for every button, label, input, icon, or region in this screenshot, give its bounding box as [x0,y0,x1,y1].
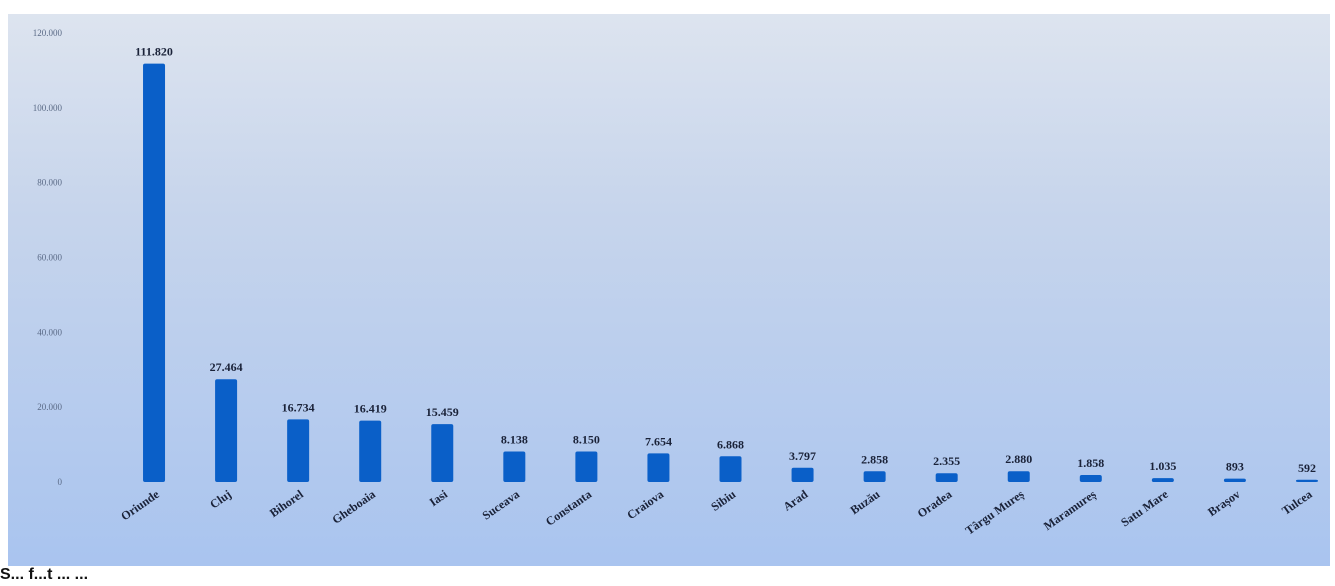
bar [719,456,742,482]
bar-value-label: 3.797 [789,449,816,463]
bar-value-label: 2.880 [1005,452,1032,466]
bar [143,63,166,482]
value-labels: 111.820 27.464 16.734 16.419 15.459 8.138 8.15… [135,45,1316,475]
bar [647,453,670,482]
bar-value-label: 8.138 [501,433,528,447]
bar-value-label: 111.820 [135,45,173,59]
bar-value-label: 1.858 [1077,456,1104,470]
bar [1295,479,1318,482]
bar-value-label: 16.419 [354,402,387,416]
bar [431,424,454,482]
bar-value-label: 6.868 [717,437,744,451]
bars [143,63,1318,482]
bar [1151,478,1174,482]
bar [503,451,526,482]
caption: S... f...t ... ... [0,566,89,583]
y-tick-label: 80.000 [37,178,62,188]
bar [215,379,238,482]
bar-value-label: 592 [1298,461,1316,475]
bar-value-label: 15.459 [426,405,459,419]
bar-value-label: 893 [1226,460,1244,474]
y-tick-label: 100.000 [33,103,63,113]
bar-value-label: 1.035 [1149,459,1176,473]
bar-chart-svg: 020.00040.00060.00080.000100.000120.000 … [8,14,1330,566]
y-tick-label: 60.000 [37,253,62,263]
bar-value-label: 8.150 [573,433,600,447]
bar-value-label: 16.734 [282,400,315,414]
bar [287,419,310,482]
bar [1007,471,1030,482]
bar-value-label: 27.464 [210,360,243,374]
bar [575,451,598,482]
bar [359,420,382,482]
y-tick-label: 120.000 [33,28,63,38]
bar [935,473,958,482]
y-tick-label: 20.000 [37,402,62,412]
bar-value-label: 2.355 [933,454,960,468]
bar [1223,478,1246,482]
bar-value-label: 7.654 [645,434,672,448]
plot-background [8,14,1330,566]
bar [1079,475,1102,482]
y-axis: 0 20.000 40.000 60.000 80.000 100.000 120.000 [33,28,63,487]
y-tick-label: 40.000 [37,327,62,337]
y-tick-label: 0 [58,477,63,487]
bar-value-label: 2.858 [861,452,888,466]
bar [791,467,814,482]
bar [863,471,886,482]
